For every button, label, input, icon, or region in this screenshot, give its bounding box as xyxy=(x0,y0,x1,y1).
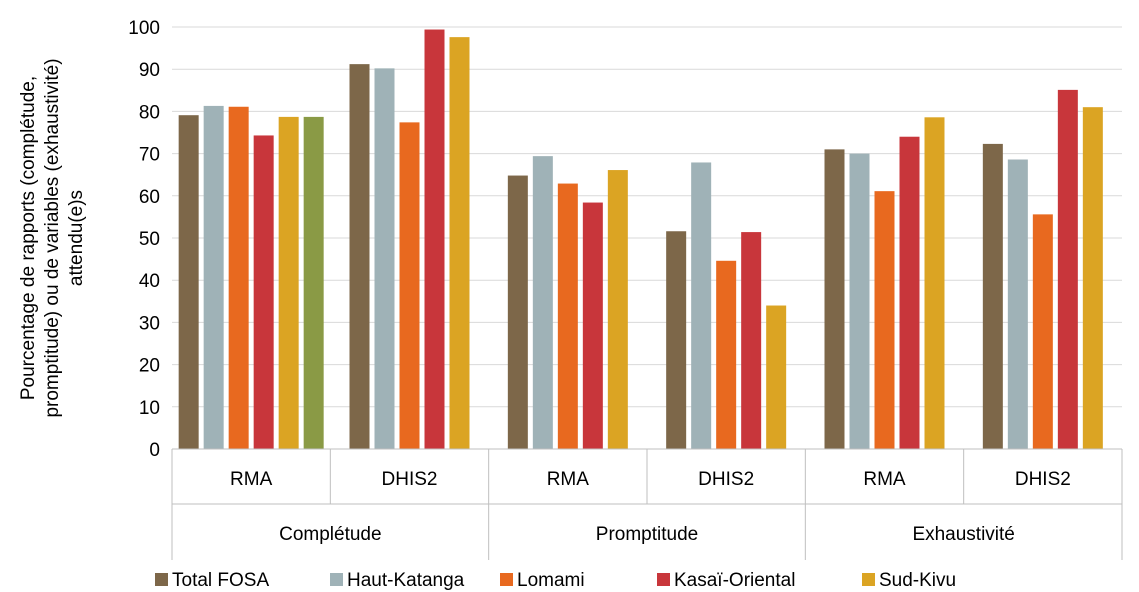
bar-sud-kivu xyxy=(1082,107,1103,450)
bar-haut-katanga xyxy=(374,68,395,449)
bar-lomami xyxy=(399,122,420,449)
legend-item: Lomami xyxy=(500,570,585,591)
bar-extra xyxy=(303,116,324,450)
group-labels: Complétude Promptitude Exhaustivité xyxy=(279,524,1015,545)
legend-item: Kasaï-Oriental xyxy=(657,570,795,591)
legend-swatch xyxy=(330,573,343,586)
bar-kasa-oriental xyxy=(582,202,603,449)
y-tick-label: 80 xyxy=(139,102,160,123)
bar-kasa-oriental xyxy=(253,135,274,450)
bars xyxy=(178,29,1103,450)
legend: Total FOSA Haut-Katanga Lomami Kasaï-Orient… xyxy=(155,570,956,591)
legend-label: Kasaï-Oriental xyxy=(674,570,795,591)
group-label: Complétude xyxy=(279,524,381,545)
y-tick-label: 50 xyxy=(139,229,160,250)
category-label: RMA xyxy=(863,469,906,490)
bar-haut-katanga xyxy=(691,162,712,449)
bar-kasa-oriental xyxy=(899,136,920,449)
y-tick-label: 10 xyxy=(139,398,160,419)
bar-lomami xyxy=(228,106,249,450)
legend-item: Total FOSA xyxy=(155,570,269,591)
bar-haut-katanga xyxy=(532,156,553,449)
bar-sud-kivu xyxy=(278,116,299,450)
category-label: DHIS2 xyxy=(698,469,754,490)
y-tick-label: 30 xyxy=(139,313,160,334)
bar-kasa-oriental xyxy=(424,29,445,449)
category-label: DHIS2 xyxy=(382,469,438,490)
y-tick-labels: 0 10 20 30 40 50 60 70 80 90 100 xyxy=(128,18,160,461)
legend-label: Haut-Katanga xyxy=(347,570,465,591)
legend-swatch xyxy=(657,573,670,586)
bar-sud-kivu xyxy=(607,170,628,450)
bar-sud-kivu xyxy=(766,305,787,449)
y-axis-label-line: Pourcentage de rapports (complétude, xyxy=(18,76,39,400)
legend-label: Sud-Kivu xyxy=(879,570,956,591)
bar-lomami xyxy=(716,260,737,449)
category-label: RMA xyxy=(230,469,273,490)
legend-label: Total FOSA xyxy=(172,570,269,591)
bar-lomami xyxy=(1032,214,1053,449)
axes xyxy=(171,448,1123,560)
group-label: Exhaustivité xyxy=(912,524,1014,545)
y-axis-label-line: attendu(e)s xyxy=(66,190,87,286)
bar-sud-kivu xyxy=(924,117,945,450)
bar-total-fosa xyxy=(507,175,528,449)
legend-label: Lomami xyxy=(517,570,585,591)
y-axis-label-line: promptitude) ou de variables (exhaustivi… xyxy=(42,58,63,417)
bar-total-fosa xyxy=(982,143,1003,450)
y-tick-label: 70 xyxy=(139,145,160,166)
bar-kasa-oriental xyxy=(1057,89,1078,450)
bar-total-fosa xyxy=(666,231,687,449)
legend-item: Haut-Katanga xyxy=(330,570,465,591)
y-tick-label: 20 xyxy=(139,356,160,377)
category-label: DHIS2 xyxy=(1015,469,1071,490)
bar-total-fosa xyxy=(178,115,199,449)
bar-total-fosa xyxy=(824,149,845,449)
gridlines xyxy=(172,26,1122,408)
bar-total-fosa xyxy=(349,64,370,450)
bar-sud-kivu xyxy=(449,37,470,450)
legend-swatch xyxy=(500,573,513,586)
bar-lomami xyxy=(557,183,578,449)
bar-lomami xyxy=(874,191,895,449)
y-tick-label: 100 xyxy=(128,18,160,39)
category-label: RMA xyxy=(547,469,590,490)
y-tick-label: 60 xyxy=(139,187,160,208)
group-label: Promptitude xyxy=(596,524,698,545)
y-tick-label: 0 xyxy=(149,440,160,461)
y-axis-label: Pourcentage de rapports (complétude, prom… xyxy=(18,58,87,417)
bar-haut-katanga xyxy=(1007,159,1028,449)
bar-haut-katanga xyxy=(203,105,224,449)
category-labels: RMA DHIS2 RMA DHIS2 RMA DHIS2 xyxy=(230,469,1071,490)
bar-kasa-oriental xyxy=(741,232,762,449)
bar-haut-katanga xyxy=(849,153,870,449)
y-tick-label: 40 xyxy=(139,271,160,292)
legend-swatch xyxy=(862,573,875,586)
legend-swatch xyxy=(155,573,168,586)
y-tick-label: 90 xyxy=(139,60,160,81)
legend-item: Sud-Kivu xyxy=(862,570,956,591)
